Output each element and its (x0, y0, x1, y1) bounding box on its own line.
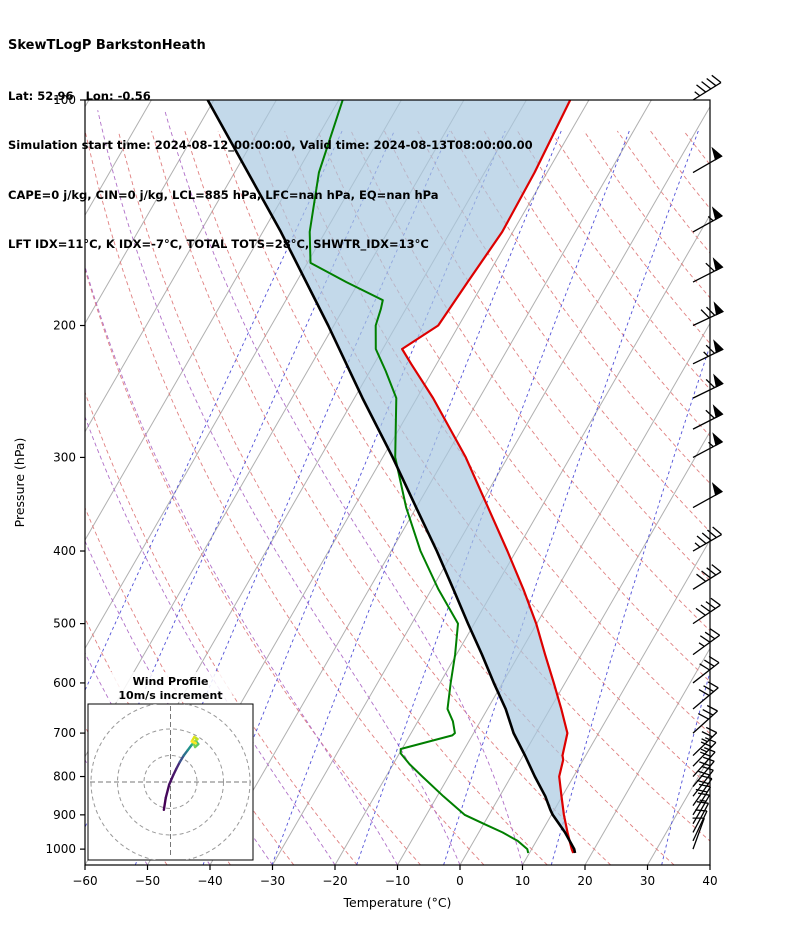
isotherm-line (709, 863, 710, 865)
y-tick-label: 100 (53, 93, 76, 107)
wind-barb (692, 301, 725, 327)
x-tick-label: −50 (135, 874, 160, 888)
chart-indices-line1: CAPE=0 j/kg, CIN=0 j/kg, LCL=885 hPa, LF… (8, 187, 439, 202)
hodograph-trace-segment (171, 767, 178, 777)
isotherm-line (85, 100, 277, 433)
chart-background (85, 100, 710, 865)
wind-barb (692, 704, 718, 734)
hodograph-title: Wind Profile (133, 675, 209, 688)
wind-barb (692, 726, 718, 756)
dewpoint-curve (308, 100, 530, 854)
y-axis-label: Pressure (hPa) (12, 438, 27, 528)
isotherm-line (85, 100, 340, 542)
temperature-curve (401, 100, 575, 854)
wind-barb (692, 74, 722, 101)
dry-adiabat-line (117, 130, 548, 865)
wind-barb (692, 628, 721, 656)
dry-adiabat-line (583, 130, 710, 299)
chart-header: SkewTLogP BarkstonHeath Lat: 52.96 Lon: … (8, 5, 533, 286)
x-tick-label: −40 (197, 874, 222, 888)
dry-adiabat-line (483, 130, 710, 437)
moist-adiabat-line (97, 110, 461, 865)
dry-adiabat-line (85, 130, 485, 865)
wind-barb (692, 526, 722, 552)
y-tick-label: 500 (53, 617, 76, 631)
x-tick-label: −20 (322, 874, 347, 888)
mixing-ratio-line (271, 130, 562, 865)
cape-shading (207, 100, 575, 853)
hodograph-title-bg (108, 672, 233, 702)
x-tick-label: 30 (640, 874, 655, 888)
wind-barb (692, 373, 724, 399)
chart-indices-line2: LFT IDX=11°C, K IDX=-7°C, TOTAL TOTS=28°… (8, 237, 429, 251)
x-tick-label: −60 (72, 874, 97, 888)
moist-adiabat-line (164, 110, 523, 865)
moist-adiabat-line (85, 265, 398, 865)
wind-barb (692, 801, 710, 833)
dry-adiabat-line (450, 130, 710, 485)
wind-barb (692, 146, 723, 174)
hodograph-subtitle: 10m/s increment (118, 689, 222, 702)
wind-barb (692, 817, 705, 850)
isotherm-line (584, 647, 710, 865)
mixing-ratio-line (85, 130, 395, 829)
hodograph-trace-segment (167, 774, 175, 786)
dry-adiabat-line (85, 506, 295, 865)
y-tick-label: 300 (53, 450, 76, 464)
wind-barbs-column (692, 74, 725, 850)
hodograph-ring (117, 728, 224, 836)
wind-barb (692, 597, 721, 625)
wind-barb (692, 206, 724, 233)
wind-barb (692, 655, 720, 684)
mixing-ratio-line (356, 130, 630, 865)
dry-adiabat-line (550, 130, 710, 345)
wind-barb (692, 482, 724, 509)
y-tick-label: 600 (53, 676, 76, 690)
mixing-ratio-line (661, 669, 710, 865)
wind-barb (692, 432, 724, 458)
chart-title: SkewTLogP BarkstonHeath (8, 38, 206, 53)
x-tick-label: −30 (260, 874, 285, 888)
x-axis-label: Temperature (°C) (343, 895, 452, 910)
wind-barb (692, 339, 724, 365)
wind-barb (692, 681, 719, 710)
isotherm-line (334, 214, 710, 865)
isotherm-line (522, 539, 710, 865)
y-tick-label: 400 (53, 544, 76, 558)
isotherm-line (272, 105, 710, 865)
chart-times: Simulation start time: 2024-08-12_00:00:… (8, 138, 533, 152)
dry-adiabat-line (417, 130, 710, 533)
x-tick-label: −10 (385, 874, 410, 888)
chart-location: Lat: 52.96 Lon: -0.56 (8, 88, 151, 103)
hodograph-trace-segment (164, 783, 171, 800)
hodograph-trace-segment (162, 796, 167, 812)
y-tick-label: 700 (53, 726, 76, 740)
y-tick-label: 800 (53, 770, 76, 784)
dry-adiabat-line (184, 130, 675, 865)
hodograph-trace-segment (190, 740, 198, 745)
hodograph-content (90, 704, 251, 860)
x-tick-label: 20 (577, 874, 592, 888)
wind-barb (692, 404, 724, 430)
y-tick-label: 1000 (45, 842, 76, 856)
dry-adiabat-line (85, 390, 358, 865)
x-tick-label: 40 (702, 874, 717, 888)
y-tick-label: 900 (53, 808, 76, 822)
wind-barb (692, 737, 717, 767)
wind-barb (692, 792, 711, 825)
mixing-ratio-line (550, 344, 710, 865)
hodograph-trace-segment (178, 754, 185, 764)
mixing-ratio-line (85, 130, 343, 692)
x-tick-label: 10 (515, 874, 530, 888)
y-tick-label: 200 (53, 319, 76, 333)
x-tick-label: 0 (456, 874, 464, 888)
isotherm-line (85, 100, 215, 325)
hodograph-trace-segment (175, 760, 181, 770)
parcel-curve (206, 100, 577, 854)
wind-barb (692, 564, 722, 590)
wind-barb (692, 257, 724, 283)
